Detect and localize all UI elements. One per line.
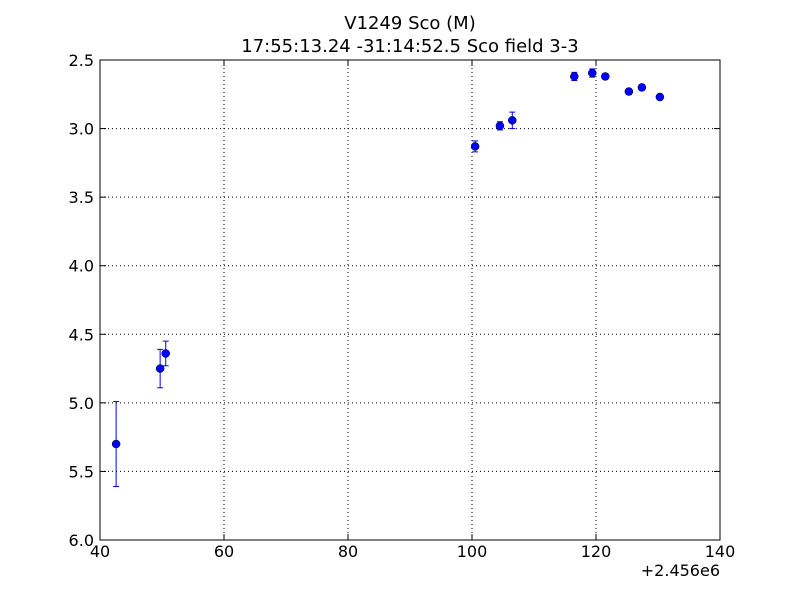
point [588, 68, 597, 78]
x-tick-label: 60 [214, 542, 234, 561]
point [111, 439, 121, 449]
point [601, 72, 610, 81]
point [637, 83, 647, 92]
y-tick-label: 6.0 [69, 531, 94, 550]
point [624, 87, 634, 96]
point [508, 116, 517, 125]
point [570, 72, 579, 81]
x-tick-label: 40 [90, 542, 110, 561]
x-tick-label: 80 [338, 542, 358, 561]
point [155, 364, 165, 373]
point [495, 121, 505, 131]
y-tick-label: 3.0 [69, 120, 94, 139]
point [161, 349, 170, 358]
y-tick-label: 4.5 [69, 325, 94, 344]
chart-subtitle: 17:55:13.24 -31:14:52.5 Sco field 3-3 [241, 36, 578, 57]
y-tick-label: 3.5 [69, 188, 94, 207]
y-tick-label: 5.0 [69, 394, 94, 413]
point [655, 92, 665, 102]
point [470, 142, 480, 151]
y-tick-label: 5.5 [69, 462, 94, 481]
y-tick-label: 4.0 [69, 257, 94, 276]
plot-frame [99, 59, 721, 541]
x-tick-label: 100 [457, 542, 488, 561]
x-tick-label: 140 [705, 542, 736, 561]
chart-title: V1249 Sco (M) [344, 13, 475, 34]
x-offset-label: +2.456e6 [641, 561, 720, 580]
y-tick-label: 2.5 [69, 51, 94, 70]
x-tick-label: 120 [581, 542, 612, 561]
